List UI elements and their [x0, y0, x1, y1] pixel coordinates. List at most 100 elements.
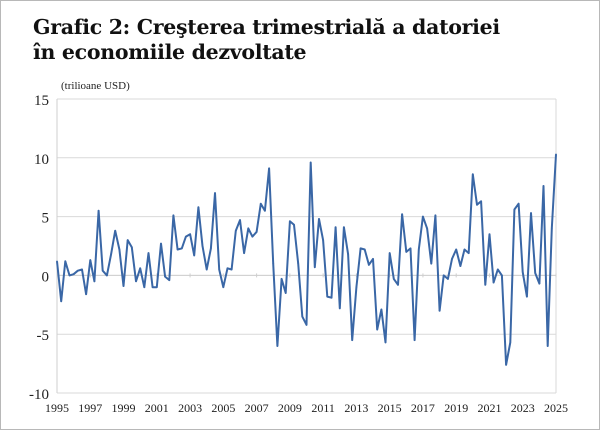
data-point — [222, 286, 225, 288]
x-tick-label: 2025 — [544, 401, 568, 415]
x-tick-label: 2005 — [211, 401, 235, 415]
data-point — [459, 265, 462, 267]
data-point — [243, 252, 245, 254]
data-point — [218, 268, 220, 271]
data-point — [509, 341, 512, 344]
data-point — [143, 286, 146, 288]
data-point — [89, 259, 92, 261]
data-point — [147, 252, 150, 254]
x-tick-label: 2013 — [344, 401, 368, 415]
data-point — [106, 274, 108, 277]
data-point — [272, 262, 275, 265]
data-point — [97, 209, 100, 212]
data-point — [542, 185, 545, 187]
data-point — [442, 274, 445, 277]
data-point — [68, 274, 71, 277]
data-point — [409, 247, 412, 250]
data-point — [434, 214, 437, 217]
data-point — [551, 227, 553, 230]
data-point — [388, 252, 391, 254]
data-point — [347, 253, 349, 256]
data-point — [131, 246, 133, 248]
data-point — [189, 233, 191, 236]
data-point — [488, 233, 491, 236]
data-point — [355, 286, 358, 288]
data-point — [235, 229, 237, 232]
data-point — [205, 268, 208, 271]
data-point — [264, 209, 266, 212]
data-point — [401, 213, 403, 216]
data-point — [372, 258, 374, 260]
data-point — [289, 220, 291, 223]
data-point — [172, 214, 175, 217]
data-point — [393, 278, 395, 280]
data-point — [397, 284, 399, 286]
data-point — [268, 167, 270, 170]
x-tick-label: 2019 — [444, 401, 468, 415]
data-point — [438, 309, 441, 312]
data-point — [413, 339, 416, 341]
data-point — [380, 308, 383, 311]
data-point — [76, 269, 79, 272]
data-point — [447, 278, 449, 280]
data-point — [467, 252, 470, 254]
chart-title-line-2: în economiile dezvoltate — [33, 40, 307, 64]
data-point — [322, 239, 324, 241]
data-point — [384, 341, 387, 344]
data-point — [56, 260, 58, 263]
data-point — [101, 269, 104, 272]
data-point — [201, 245, 204, 247]
data-point — [284, 292, 287, 294]
data-point — [251, 235, 254, 238]
data-point — [351, 339, 354, 341]
series-line — [56, 154, 557, 366]
y-tick-label: 15 — [34, 93, 49, 109]
data-point — [226, 267, 229, 270]
x-tick-label: 2021 — [477, 401, 501, 415]
data-point — [555, 153, 557, 156]
data-point — [455, 248, 458, 251]
data-point — [122, 285, 125, 287]
data-point — [185, 235, 187, 238]
x-tick-label: 2023 — [511, 401, 535, 415]
data-point — [513, 208, 516, 211]
data-point — [405, 251, 408, 253]
data-point — [210, 247, 212, 250]
data-point — [160, 242, 162, 245]
data-point — [430, 262, 433, 265]
data-point — [538, 282, 541, 285]
x-tick-label: 2011 — [311, 401, 335, 415]
y-axis-unit-label: (trilioane USD) — [61, 80, 130, 92]
y-tick-label: -10 — [29, 387, 49, 403]
data-point — [318, 218, 320, 220]
data-point — [114, 229, 117, 232]
data-point — [546, 345, 549, 347]
data-point — [297, 262, 299, 265]
data-point — [110, 253, 112, 256]
data-point — [476, 204, 478, 206]
data-point — [314, 266, 316, 268]
data-point — [230, 268, 233, 271]
data-point — [180, 247, 183, 250]
data-point — [359, 247, 362, 250]
data-point — [259, 202, 262, 205]
data-point — [197, 206, 200, 208]
y-tick-label: 5 — [42, 211, 50, 227]
data-point — [526, 295, 528, 298]
data-point — [426, 227, 428, 230]
data-point — [151, 286, 154, 288]
data-point — [193, 254, 196, 257]
data-point — [496, 268, 499, 271]
data-point — [534, 272, 537, 274]
data-point — [156, 286, 158, 288]
x-tick-label: 2017 — [411, 401, 435, 415]
data-point — [472, 173, 474, 176]
data-point — [293, 224, 295, 226]
data-point — [164, 275, 166, 278]
data-point — [135, 280, 137, 283]
data-point — [338, 307, 341, 310]
data-point — [214, 192, 216, 194]
data-point — [517, 202, 520, 205]
